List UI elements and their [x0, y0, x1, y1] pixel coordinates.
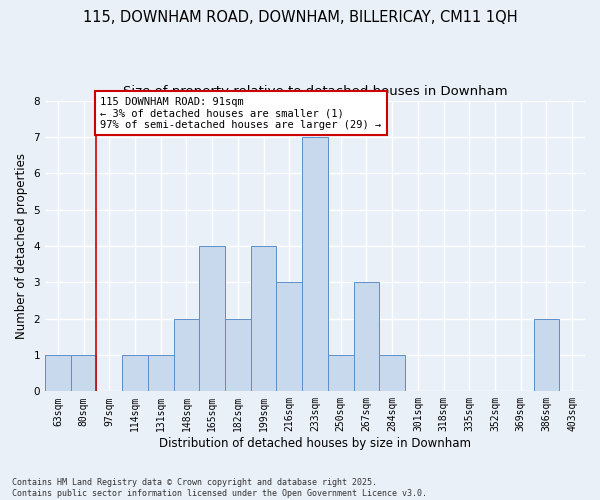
Bar [302, 137, 328, 392]
Bar [225, 318, 251, 392]
Bar [353, 282, 379, 392]
Bar [148, 355, 173, 392]
Text: Contains HM Land Registry data © Crown copyright and database right 2025.
Contai: Contains HM Land Registry data © Crown c… [12, 478, 427, 498]
Bar [533, 318, 559, 392]
Title: Size of property relative to detached houses in Downham: Size of property relative to detached ho… [123, 85, 508, 98]
Bar [251, 246, 277, 392]
Bar [328, 355, 353, 392]
X-axis label: Distribution of detached houses by size in Downham: Distribution of detached houses by size … [159, 437, 471, 450]
Bar [71, 355, 97, 392]
Y-axis label: Number of detached properties: Number of detached properties [15, 153, 28, 339]
Bar [173, 318, 199, 392]
Bar [45, 355, 71, 392]
Text: 115 DOWNHAM ROAD: 91sqm
← 3% of detached houses are smaller (1)
97% of semi-deta: 115 DOWNHAM ROAD: 91sqm ← 3% of detached… [100, 96, 382, 130]
Bar [379, 355, 405, 392]
Text: 115, DOWNHAM ROAD, DOWNHAM, BILLERICAY, CM11 1QH: 115, DOWNHAM ROAD, DOWNHAM, BILLERICAY, … [83, 10, 517, 25]
Bar [122, 355, 148, 392]
Bar [199, 246, 225, 392]
Bar [277, 282, 302, 392]
